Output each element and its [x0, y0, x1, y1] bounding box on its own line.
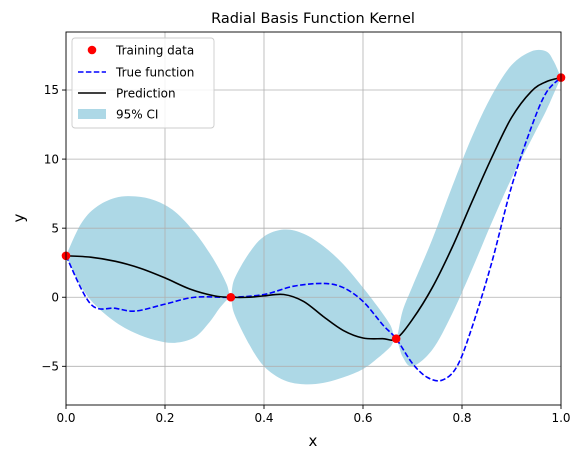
legend-ci-patch: [78, 109, 106, 119]
plot-clip-group: [66, 32, 561, 405]
training-point-1: [226, 292, 236, 302]
x-tick-label-5: 1.0: [551, 411, 570, 425]
axes-frame: [65, 31, 562, 406]
x-tick-label-1: 0.2: [155, 411, 174, 425]
legend-label-2: Prediction: [116, 86, 176, 100]
y-tick-label-4: 15: [44, 83, 59, 97]
true-function-line: [66, 77, 561, 382]
y-tick-label-1: 0: [51, 290, 59, 304]
legend-label-1: True function: [115, 65, 194, 79]
ci-band: [66, 49, 561, 385]
y-tick-label-0: −5: [41, 360, 59, 374]
prediction-line: [66, 76, 561, 341]
legend-box: [71, 37, 215, 129]
y-axis-label: y: [10, 213, 28, 222]
chart-title: Radial Basis Function Kernel: [211, 11, 415, 27]
x-tick-label-2: 0.4: [254, 411, 273, 425]
legend-training-marker: [87, 45, 97, 55]
training-point-2: [391, 334, 401, 343]
x-tick-label-4: 0.8: [452, 411, 471, 425]
x-axis-label: x: [309, 432, 318, 450]
y-tick-label-2: 5: [51, 221, 59, 235]
legend-label-0: Training data: [115, 43, 194, 57]
x-tick-label-0: 0.0: [56, 411, 75, 425]
x-tick-label-3: 0.6: [353, 411, 372, 425]
y-tick-label-3: 10: [44, 152, 59, 166]
legend-label-3: 95% CI: [116, 107, 158, 121]
legend: Training data True function Prediction 95% …: [71, 37, 215, 129]
